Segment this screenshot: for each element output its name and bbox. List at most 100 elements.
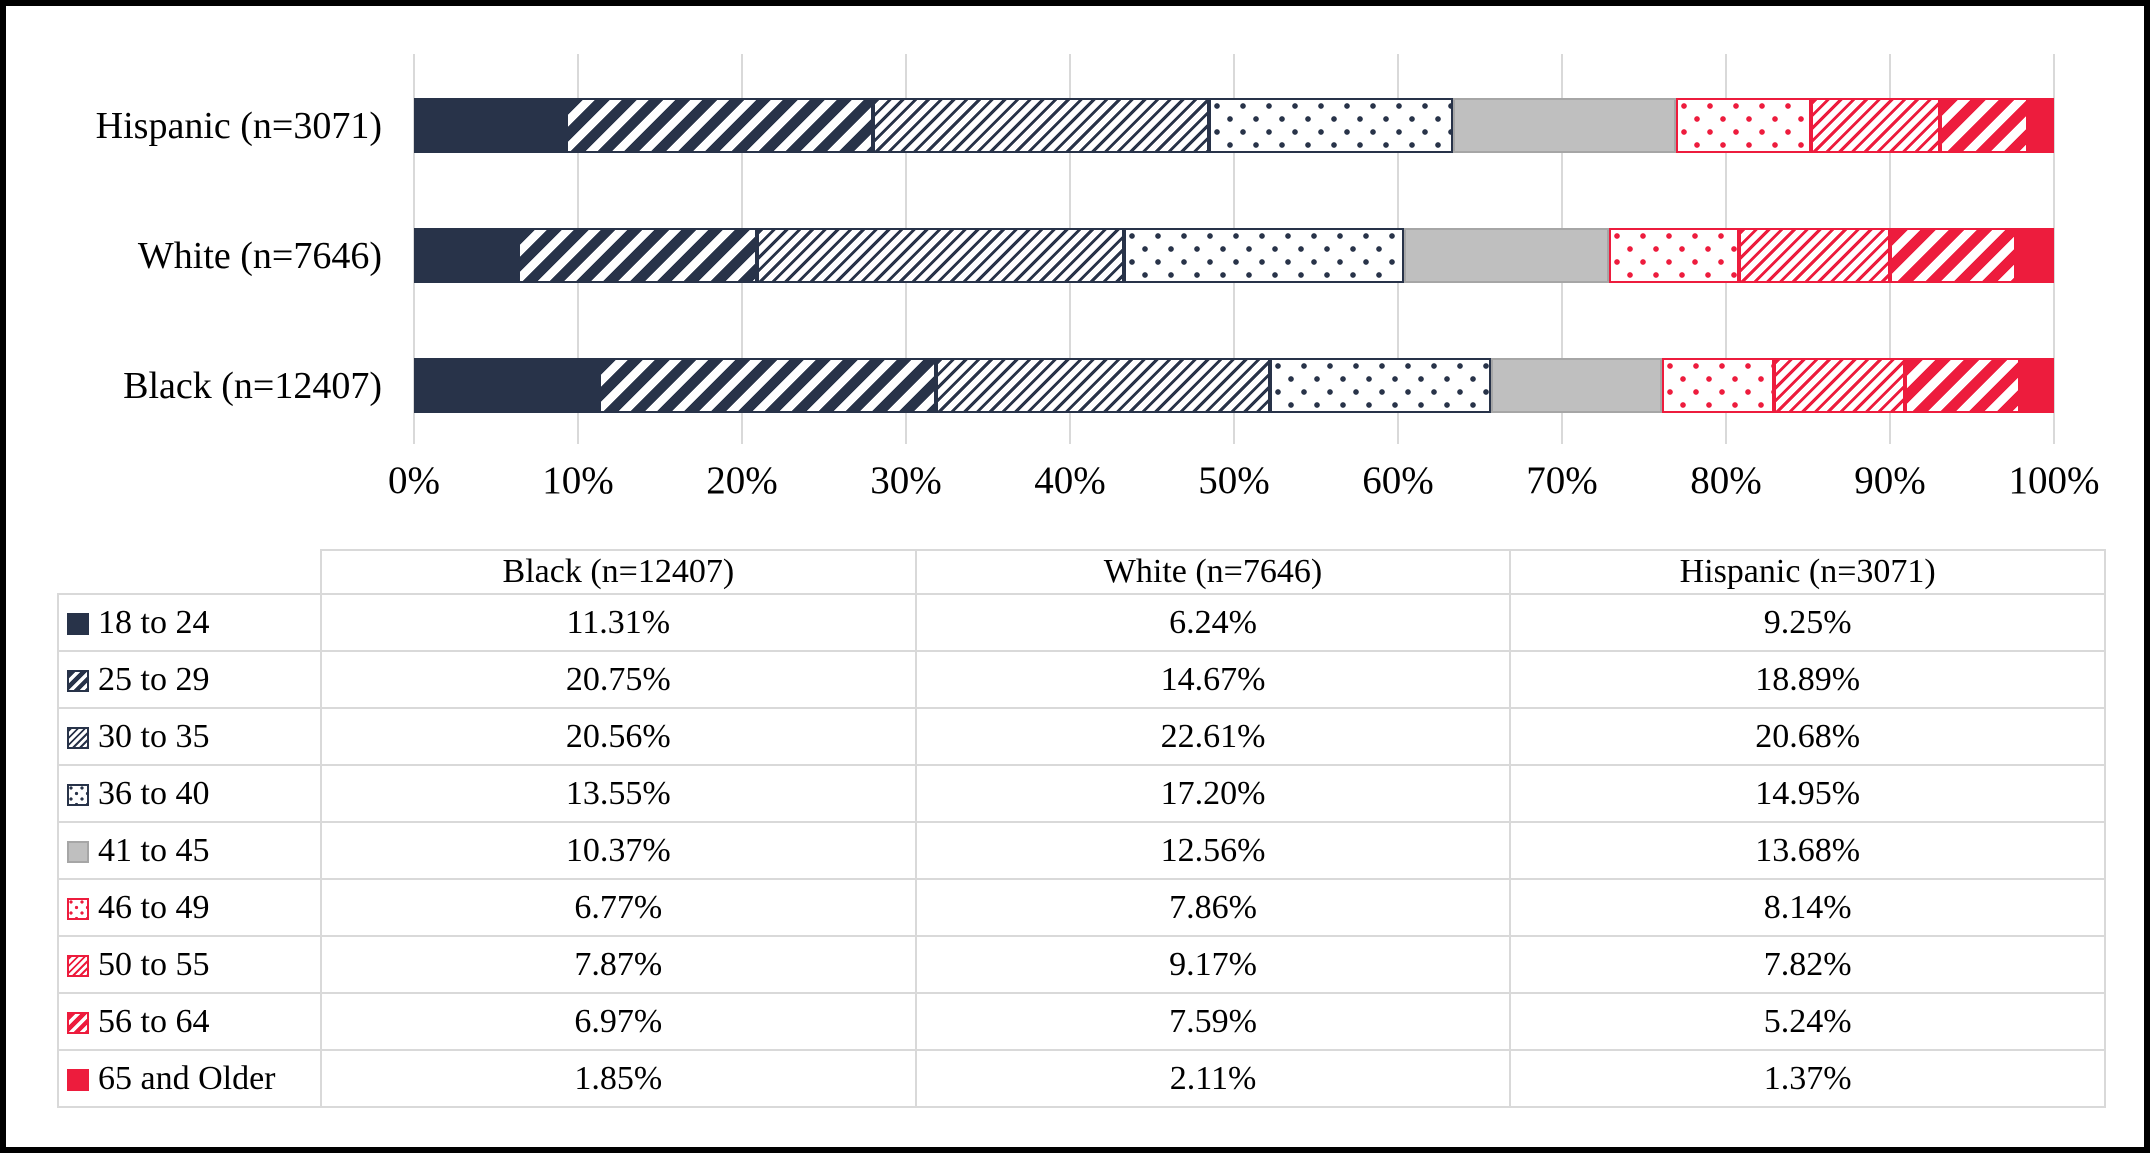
axis-tick-label: 80% <box>1690 459 1762 502</box>
value-cell: 1.37% <box>1509 1049 2106 1108</box>
table-blank-cell <box>58 550 321 594</box>
legend-label-cell: 46 to 49 <box>57 878 322 937</box>
bar-segment <box>1270 358 1492 413</box>
bar-segment <box>1403 228 1610 283</box>
value-cell: 7.59% <box>914 992 1512 1051</box>
bar-segment <box>757 228 1124 283</box>
bar-segment <box>1491 358 1662 413</box>
value-cell: 7.87% <box>320 935 917 994</box>
legend-label-cell: 65 and Older <box>57 1049 322 1108</box>
bar-segment <box>414 228 519 283</box>
legend-swatch-icon <box>67 1011 89 1034</box>
table-row: 30 to 35 20.56% 22.61% 20.68% <box>57 707 2106 766</box>
value-cell: 20.56% <box>320 707 917 766</box>
bar-segment <box>1774 358 1905 413</box>
legend-label-cell: 56 to 64 <box>57 992 322 1051</box>
table-row: 25 to 29 20.75% 14.67% 18.89% <box>57 650 2106 709</box>
category-label: Black (n=12407) <box>123 364 382 407</box>
table-row: 36 to 40 13.55% 17.20% 14.95% <box>57 764 2106 823</box>
legend-swatch-icon <box>67 726 89 749</box>
value-cell: 11.31% <box>320 593 917 652</box>
table-header-black: Black (n=12407) <box>320 549 917 595</box>
bar-segment <box>518 228 758 283</box>
legend-swatch-icon <box>67 612 89 635</box>
legend-label-cell: 18 to 24 <box>57 593 322 652</box>
value-cell: 10.37% <box>320 821 917 880</box>
percent-axis: 0% 10% 20% 30% 40% 50% 60% 70% 80% 90% 100% <box>388 458 2100 510</box>
bar-segment <box>873 98 1209 153</box>
legend-label-cell: 41 to 45 <box>57 821 322 880</box>
value-cell: 20.75% <box>320 650 917 709</box>
axis-tick-label: 0% <box>388 459 440 502</box>
axis-tick-label: 20% <box>706 459 778 502</box>
legend-swatch-icon <box>67 840 89 863</box>
bar-segment <box>1810 98 1941 153</box>
value-cell: 6.24% <box>914 593 1512 652</box>
value-cell: 13.55% <box>320 764 917 823</box>
bar-segment <box>1940 98 2029 153</box>
legend-swatch-icon <box>67 897 89 920</box>
value-cell: 8.14% <box>1509 878 2106 937</box>
bar-segment <box>936 358 1271 413</box>
axis-tick-label: 50% <box>1198 459 1270 502</box>
value-cell: 14.95% <box>1509 764 2106 823</box>
legend-label-cell: 50 to 55 <box>57 935 322 994</box>
table-row: 41 to 45 10.37% 12.56% 13.68% <box>57 821 2106 880</box>
bar-segment <box>566 98 874 153</box>
table-header-white: White (n=7646) <box>914 549 1512 595</box>
bar-segment <box>2016 228 2054 283</box>
legend-label-cell: 30 to 35 <box>57 707 322 766</box>
bar-segment <box>1609 228 1740 283</box>
value-cell: 2.11% <box>914 1049 1512 1108</box>
table-header-row: Black (n=12407) White (n=7646) Hispanic (n… <box>58 549 2106 595</box>
bar-segment <box>2028 98 2055 153</box>
data-table: Black (n=12407) White (n=7646) Hispanic (n… <box>57 549 2106 1108</box>
bar-hispanic <box>414 98 2055 153</box>
category-label: White (n=7646) <box>137 234 382 277</box>
value-cell: 22.61% <box>914 707 1512 766</box>
bar-segment <box>2020 358 2054 413</box>
table-row: 56 to 64 6.97% 7.59% 5.24% <box>57 992 2106 1051</box>
legend-label-cell: 25 to 29 <box>57 650 322 709</box>
bar-segment <box>414 98 567 153</box>
bar-segment <box>1904 358 2021 413</box>
legend-label-cell: 36 to 40 <box>57 764 322 823</box>
axis-tick-label: 30% <box>870 459 942 502</box>
value-cell: 13.68% <box>1509 821 2106 880</box>
value-cell: 6.97% <box>320 992 917 1051</box>
axis-tick-label: 70% <box>1526 459 1598 502</box>
axis-tick-label: 60% <box>1362 459 1434 502</box>
value-cell: 14.67% <box>914 650 1512 709</box>
value-cell: 5.24% <box>1509 992 2106 1051</box>
value-cell: 20.68% <box>1509 707 2106 766</box>
legend-swatch-icon <box>67 954 89 977</box>
value-cell: 7.82% <box>1509 935 2106 994</box>
legend-swatch-icon <box>67 783 89 806</box>
table-row: 18 to 24 11.31% 6.24% 9.25% <box>57 593 2106 652</box>
value-cell: 17.20% <box>914 764 1512 823</box>
axis-tick-label: 100% <box>2008 459 2100 502</box>
legend-swatch-icon <box>67 669 89 692</box>
bar-segment <box>599 358 937 413</box>
value-cell: 9.17% <box>914 935 1512 994</box>
value-cell: 7.86% <box>914 878 1512 937</box>
gridline <box>2052 54 2056 444</box>
bar-segment <box>1123 228 1404 283</box>
category-label: Hispanic (n=3071) <box>95 104 382 147</box>
value-cell: 12.56% <box>914 821 1512 880</box>
value-cell: 1.85% <box>320 1049 917 1108</box>
chart-plot-area <box>412 54 2056 444</box>
bar-segment <box>1739 228 1891 283</box>
bar-segment <box>1661 358 1775 413</box>
bar-segment <box>1208 98 1453 153</box>
table-row: 46 to 49 6.77% 7.86% 8.14% <box>57 878 2106 937</box>
bar-white <box>414 228 2054 283</box>
bar-segment <box>1452 98 1677 153</box>
axis-tick-label: 90% <box>1854 459 1926 502</box>
axis-tick-label: 40% <box>1034 459 1106 502</box>
table-row: 50 to 55 7.87% 9.17% 7.82% <box>57 935 2106 994</box>
bar-segment <box>1890 228 2017 283</box>
legend-swatch-icon <box>67 1068 89 1091</box>
value-cell: 6.77% <box>320 878 917 937</box>
